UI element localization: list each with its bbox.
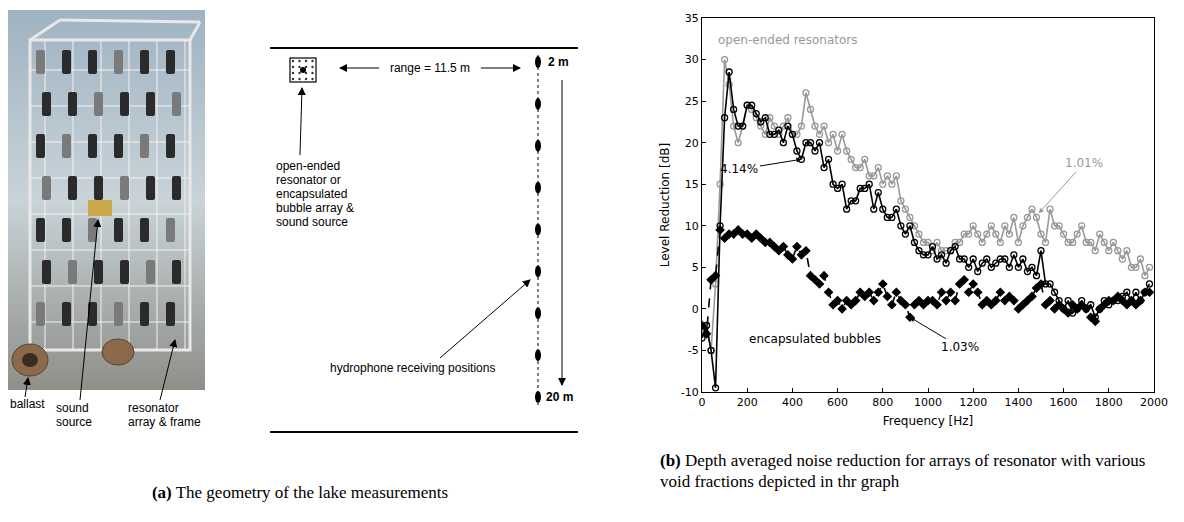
svg-text:1200: 1200 xyxy=(959,396,987,409)
html-text:(a) The geometry of the lake m: (a) The geometry of the lake measurement… xyxy=(151,483,449,502)
svg-text:open-ended resonators: open-ended resonators xyxy=(718,33,858,47)
svg-text:ballast: ballast xyxy=(10,397,45,411)
svg-text:10: 10 xyxy=(685,220,699,233)
svg-text:open-endedresonator orencapsul: open-endedresonator orencapsulatedbubble… xyxy=(276,159,354,229)
svg-text:1800: 1800 xyxy=(1095,396,1123,409)
svg-text:25: 25 xyxy=(685,95,699,108)
svg-text:1.03%: 1.03% xyxy=(941,340,979,354)
svg-text:-10: -10 xyxy=(681,386,699,399)
svg-text:encapsulated bubbles: encapsulated bubbles xyxy=(749,332,881,346)
svg-text:4.14%: 4.14% xyxy=(720,162,758,176)
svg-text:0: 0 xyxy=(692,303,699,316)
svg-text:1000: 1000 xyxy=(914,396,942,409)
svg-text:400: 400 xyxy=(782,396,803,409)
svg-text:resonatorarray & frame: resonatorarray & frame xyxy=(128,401,201,429)
svg-text:600: 600 xyxy=(827,396,848,409)
svg-text:1600: 1600 xyxy=(1050,396,1078,409)
svg-text:30: 30 xyxy=(685,53,699,66)
svg-text:soundsource: soundsource xyxy=(56,401,92,429)
svg-text:-5: -5 xyxy=(688,344,699,357)
svg-text:2000: 2000 xyxy=(1140,396,1168,409)
svg-text:Frequency [Hz]: Frequency [Hz] xyxy=(883,414,974,428)
svg-text:hydrophone receiving positions: hydrophone receiving positions xyxy=(330,361,495,375)
svg-text:15: 15 xyxy=(685,178,699,191)
svg-text:20 m: 20 m xyxy=(546,390,573,404)
svg-text:35: 35 xyxy=(685,12,699,25)
html-text:(b) Depth averaged noise reduc: (b) Depth averaged noise reduction for a… xyxy=(660,451,1146,491)
svg-text:0: 0 xyxy=(699,396,706,409)
svg-text:1400: 1400 xyxy=(1004,396,1032,409)
svg-text:20: 20 xyxy=(685,137,699,150)
svg-text:800: 800 xyxy=(872,396,893,409)
svg-text:2 m: 2 m xyxy=(548,55,569,69)
svg-text:1.01%: 1.01% xyxy=(1065,156,1103,170)
svg-text:200: 200 xyxy=(737,396,758,409)
svg-text:5: 5 xyxy=(692,261,699,274)
svg-text:Level Reduction [dB]: Level Reduction [dB] xyxy=(658,143,672,268)
svg-text:range = 11.5 m: range = 11.5 m xyxy=(390,61,470,75)
